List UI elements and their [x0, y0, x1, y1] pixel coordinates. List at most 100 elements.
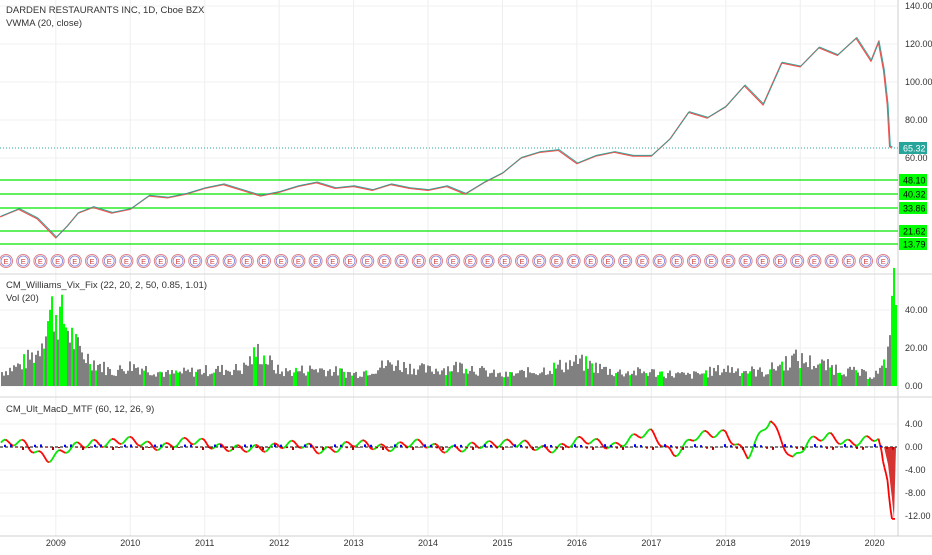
macd-histogram-bar [22, 447, 24, 450]
x-tick-label: 2010 [120, 538, 140, 548]
macd-segment [457, 448, 459, 450]
macd-histogram-bar [454, 444, 456, 447]
vix-bar [337, 375, 339, 386]
x-tick-label: 2016 [567, 538, 587, 548]
vix-bar [501, 376, 503, 386]
vix-bar [27, 350, 29, 386]
macd-segment [459, 449, 461, 450]
vix-bar [621, 375, 623, 386]
macd-segment [445, 452, 447, 453]
macd-segment [204, 439, 206, 441]
vix-bar [133, 364, 135, 386]
macd-histogram-bar [208, 447, 210, 448]
earnings-marker-letter: E [365, 257, 370, 266]
macd-segment [235, 445, 237, 446]
macd-histogram-bar [844, 444, 846, 447]
macd-segment [520, 442, 522, 444]
macd-segment [6, 440, 8, 441]
macd-segment [528, 442, 530, 444]
macd-segment [405, 445, 407, 446]
vix-bar [737, 368, 739, 386]
x-tick-label: 2020 [865, 538, 885, 548]
macd-segment [831, 433, 833, 434]
macd-histogram-bar [142, 447, 144, 450]
vix-bar [39, 356, 41, 386]
macd-segment [868, 436, 870, 437]
macd-segment [190, 443, 192, 444]
macd-segment [277, 444, 279, 445]
vix-bar [817, 365, 819, 386]
macd-segment [319, 453, 321, 454]
vix-bar [437, 371, 439, 386]
macd-segment [423, 444, 425, 446]
vix-bar [543, 367, 545, 386]
macd-segment [865, 436, 867, 437]
macd-segment [547, 449, 549, 451]
macd-segment [541, 446, 543, 447]
vix-bar [831, 365, 833, 386]
macd-segment [16, 443, 18, 444]
macd-segment [361, 440, 363, 441]
vix-bar [519, 370, 521, 386]
vix-bar [379, 368, 381, 386]
macd-histogram-bar [178, 447, 180, 448]
vix-bar [343, 372, 345, 386]
vix-bar [43, 349, 45, 386]
vix-bar [315, 369, 317, 386]
macd-segment [802, 451, 804, 452]
vix-bar [191, 368, 193, 386]
macd-segment [273, 443, 275, 444]
macd-histogram-bar [154, 445, 156, 447]
macd-histogram-bar [736, 447, 738, 449]
macd-segment [106, 444, 108, 446]
vix-bar [149, 375, 151, 386]
macd-segment [90, 442, 92, 444]
macd-histogram-bar [634, 444, 636, 447]
vix-bar [739, 376, 741, 386]
macd-segment [207, 443, 209, 445]
macd-segment [267, 450, 269, 452]
macd-segment [349, 443, 351, 444]
vix-bar [295, 368, 297, 386]
vix-bar [283, 376, 285, 386]
vix-bar [687, 373, 689, 386]
macd-segment [703, 431, 705, 432]
vix-bar [49, 310, 51, 386]
macd-segment [702, 432, 704, 434]
macd-segment [631, 435, 633, 436]
vix-bar [155, 377, 157, 386]
macd-segment [891, 509, 893, 519]
macd-segment [132, 437, 134, 438]
macd-segment [841, 443, 843, 444]
vix-bar [835, 365, 837, 386]
macd-histogram-bar [250, 445, 252, 447]
vix-bar [643, 371, 645, 386]
macd-histogram-bar [256, 447, 258, 448]
macd-segment [729, 438, 731, 441]
vix-bar [703, 373, 705, 386]
vix-bar [553, 363, 555, 386]
vix-bar [499, 373, 501, 386]
macd-segment [351, 444, 353, 445]
vix-bar [393, 371, 395, 386]
vix-bar [137, 367, 139, 386]
macd-segment [3, 440, 5, 441]
macd-segment [355, 446, 357, 447]
macd-segment [637, 436, 639, 437]
macd-segment [577, 437, 579, 438]
macd-segment [511, 442, 513, 444]
macd-histogram-bar [496, 447, 498, 448]
macd-segment [46, 459, 48, 461]
macd-segment [853, 444, 855, 445]
vix-bar [833, 375, 835, 386]
macd-segment [652, 430, 654, 433]
volume-label: Vol (20) [6, 293, 39, 304]
macd-segment [127, 437, 129, 438]
vix-bar [881, 366, 883, 386]
macd-segment [517, 446, 519, 447]
macd-segment [643, 435, 645, 437]
vix-bar [651, 369, 653, 386]
macd-histogram-bar [814, 444, 816, 447]
macd-segment [510, 441, 512, 443]
